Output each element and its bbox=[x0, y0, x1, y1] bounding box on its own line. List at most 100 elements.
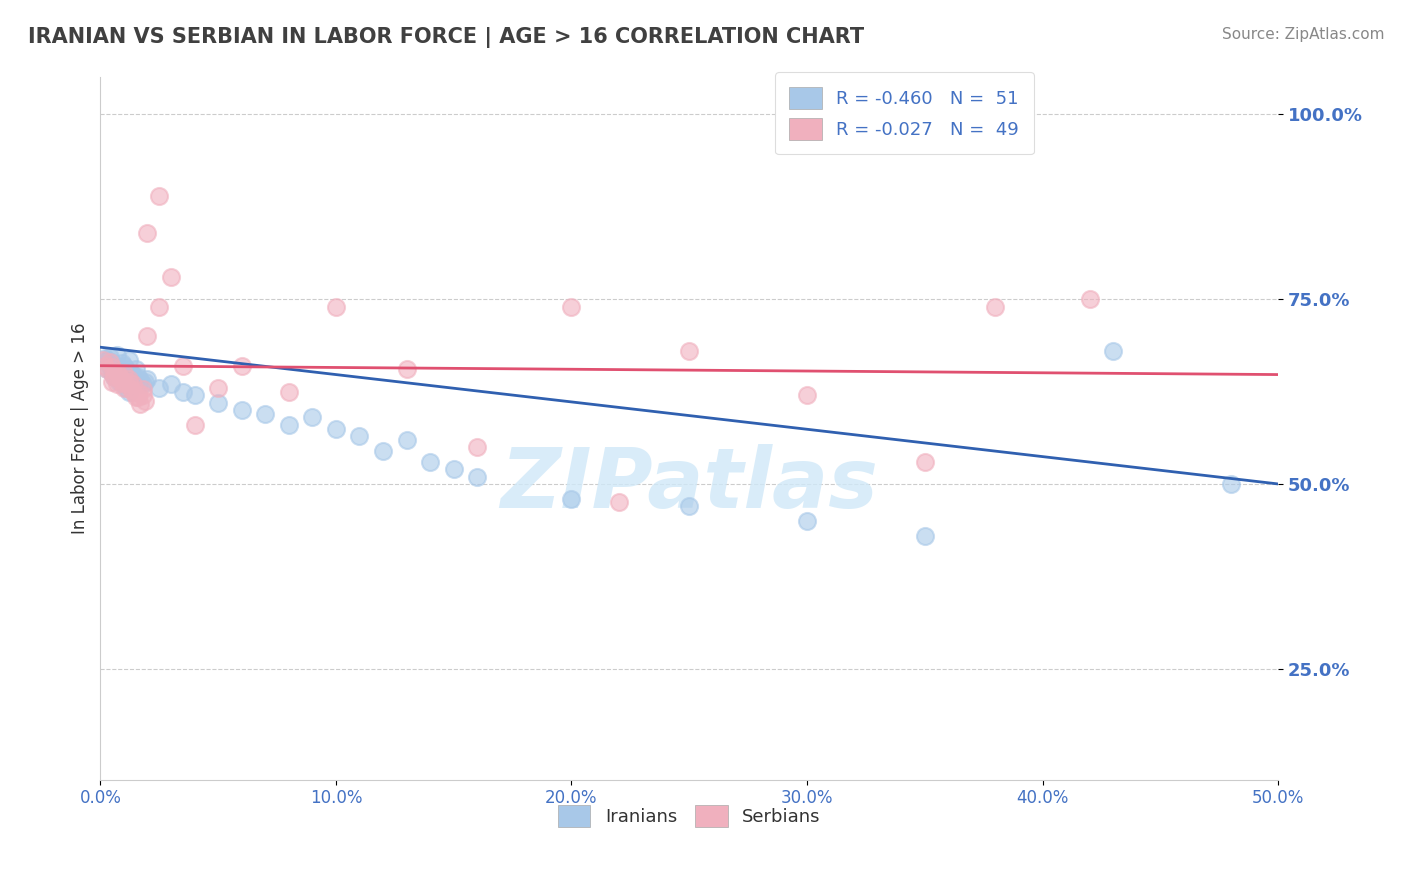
Point bbox=[127, 369, 149, 384]
Point bbox=[101, 360, 124, 375]
Point bbox=[914, 455, 936, 469]
Point bbox=[371, 443, 394, 458]
Point bbox=[136, 372, 159, 386]
Point bbox=[112, 377, 135, 392]
Point bbox=[108, 375, 131, 389]
Point bbox=[108, 360, 131, 375]
Point bbox=[132, 388, 155, 402]
Point bbox=[115, 381, 138, 395]
Point bbox=[1220, 477, 1243, 491]
Point bbox=[103, 368, 125, 382]
Point bbox=[349, 429, 371, 443]
Point bbox=[560, 491, 582, 506]
Point bbox=[98, 355, 121, 369]
Point bbox=[115, 362, 138, 376]
Point bbox=[984, 300, 1007, 314]
Point bbox=[98, 350, 121, 364]
Point bbox=[96, 362, 118, 376]
Point bbox=[94, 351, 117, 366]
Point bbox=[172, 359, 194, 373]
Point bbox=[395, 433, 418, 447]
Text: Source: ZipAtlas.com: Source: ZipAtlas.com bbox=[1222, 27, 1385, 42]
Point bbox=[108, 368, 131, 382]
Point bbox=[91, 352, 114, 367]
Point bbox=[183, 388, 205, 402]
Point bbox=[172, 384, 194, 399]
Point bbox=[132, 377, 155, 392]
Point bbox=[207, 381, 229, 395]
Point bbox=[127, 384, 149, 399]
Point bbox=[103, 369, 125, 384]
Point bbox=[103, 359, 125, 373]
Point bbox=[110, 375, 132, 389]
Point bbox=[127, 390, 149, 404]
Point bbox=[120, 382, 142, 396]
Point bbox=[160, 377, 183, 392]
Point bbox=[231, 359, 253, 373]
Point bbox=[94, 359, 117, 373]
Point bbox=[136, 226, 159, 240]
Point bbox=[98, 359, 121, 373]
Text: IRANIAN VS SERBIAN IN LABOR FORCE | AGE > 16 CORRELATION CHART: IRANIAN VS SERBIAN IN LABOR FORCE | AGE … bbox=[28, 27, 865, 48]
Point bbox=[914, 529, 936, 543]
Point bbox=[96, 362, 118, 376]
Point bbox=[117, 372, 139, 386]
Point bbox=[560, 300, 582, 314]
Text: ZIPatlas: ZIPatlas bbox=[501, 444, 879, 525]
Point bbox=[129, 374, 152, 388]
Point bbox=[325, 421, 347, 435]
Point bbox=[125, 362, 148, 376]
Point bbox=[105, 368, 128, 382]
Point bbox=[101, 355, 124, 369]
Point bbox=[120, 366, 142, 380]
Point bbox=[129, 397, 152, 411]
Point bbox=[110, 374, 132, 388]
Point bbox=[231, 403, 253, 417]
Y-axis label: In Labor Force | Age > 16: In Labor Force | Age > 16 bbox=[72, 323, 89, 534]
Point bbox=[160, 270, 183, 285]
Point bbox=[301, 410, 323, 425]
Point bbox=[148, 300, 170, 314]
Point bbox=[117, 352, 139, 367]
Point bbox=[110, 356, 132, 370]
Point bbox=[117, 384, 139, 399]
Point bbox=[108, 369, 131, 384]
Point bbox=[1078, 292, 1101, 306]
Point bbox=[96, 352, 118, 367]
Point bbox=[443, 462, 465, 476]
Point bbox=[678, 343, 700, 358]
Point bbox=[122, 384, 145, 399]
Point bbox=[148, 188, 170, 202]
Point bbox=[115, 377, 138, 392]
Point bbox=[465, 440, 488, 454]
Point bbox=[110, 372, 132, 386]
Point bbox=[465, 469, 488, 483]
Legend: Iranians, Serbians: Iranians, Serbians bbox=[551, 797, 828, 834]
Point bbox=[105, 348, 128, 362]
Point bbox=[105, 377, 128, 392]
Point bbox=[103, 369, 125, 384]
Point bbox=[325, 300, 347, 314]
Point bbox=[1102, 343, 1125, 358]
Point bbox=[112, 366, 135, 380]
Point bbox=[101, 366, 124, 380]
Point bbox=[105, 365, 128, 379]
Point bbox=[122, 368, 145, 382]
Point bbox=[134, 394, 156, 409]
Point bbox=[136, 329, 159, 343]
Point bbox=[277, 417, 299, 432]
Point bbox=[125, 390, 148, 404]
Point bbox=[419, 455, 441, 469]
Point bbox=[277, 384, 299, 399]
Point bbox=[607, 495, 630, 509]
Point bbox=[122, 377, 145, 392]
Point bbox=[112, 359, 135, 373]
Point bbox=[183, 417, 205, 432]
Point bbox=[254, 407, 277, 421]
Point bbox=[796, 388, 818, 402]
Point bbox=[132, 382, 155, 396]
Point bbox=[678, 499, 700, 513]
Point bbox=[148, 381, 170, 395]
Point bbox=[117, 375, 139, 389]
Point bbox=[134, 375, 156, 389]
